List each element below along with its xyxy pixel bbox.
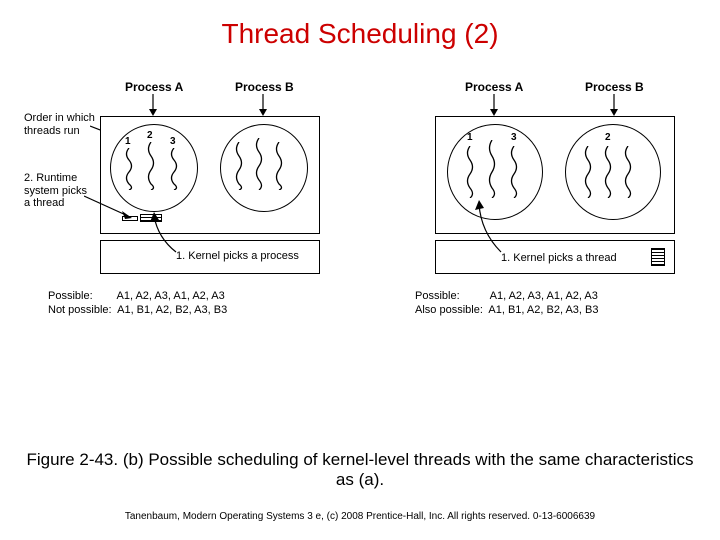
arrow-kernel-left xyxy=(150,210,184,254)
label-process-a: Process A xyxy=(125,80,183,94)
notpossible-val: A1, B1, A2, B2, A3, B3 xyxy=(117,304,227,316)
label-process-b-r: Process B xyxy=(585,80,644,94)
sq-rb1 xyxy=(583,146,593,198)
threadA-3: 3 xyxy=(170,136,176,147)
threadB2-r: 2 xyxy=(605,132,611,143)
sq-ra2 xyxy=(487,140,497,198)
kernel-pick-thread: 1. Kernel picks a thread xyxy=(501,252,617,265)
kernel-scheduler-icon xyxy=(651,248,665,266)
slide-title: Thread Scheduling (2) xyxy=(0,0,720,50)
kernel-pick-process: 1. Kernel picks a process xyxy=(176,250,299,263)
threadA3-r: 3 xyxy=(511,132,517,143)
copyright-credit: Tanenbaum, Modern Operating Systems 3 e,… xyxy=(20,511,700,522)
also-label-r: Also possible: xyxy=(415,304,483,316)
squiggle-b1 xyxy=(234,142,244,190)
notpossible-label: Not possible: xyxy=(48,304,112,316)
arrow-procA xyxy=(148,94,158,118)
possible-right: Possible: A1, A2, A3, A1, A2, A3 Also po… xyxy=(415,290,720,318)
arrow-procB-r xyxy=(609,94,619,118)
threadA1-r: 1 xyxy=(467,132,473,143)
circle-procB-r xyxy=(565,124,661,220)
sq-rb2 xyxy=(603,146,613,198)
label-process-a-r: Process A xyxy=(465,80,523,94)
threadA-2: 2 xyxy=(147,130,153,141)
sq-ra3 xyxy=(509,146,519,198)
squiggle-a2 xyxy=(146,142,156,190)
possible-left: Possible: A1, A2, A3, A1, A2, A3 Not pos… xyxy=(48,290,368,318)
possible-label: Possible: xyxy=(48,290,93,302)
label-process-b: Process B xyxy=(235,80,294,94)
squiggle-a1 xyxy=(124,148,134,190)
also-val-r: A1, B1, A2, B2, A3, B3 xyxy=(488,304,598,316)
possible-val: A1, A2, A3, A1, A2, A3 xyxy=(116,290,224,302)
arrow-procA-r xyxy=(489,94,499,118)
sq-ra1 xyxy=(465,146,475,198)
figure-caption: Figure 2-43. (b) Possible scheduling of … xyxy=(20,450,700,490)
squiggle-b3 xyxy=(274,142,284,190)
possible-val-r: A1, A2, A3, A1, A2, A3 xyxy=(490,290,598,302)
threadA-1: 1 xyxy=(125,136,131,147)
order-label: Order in which threads run xyxy=(24,112,96,137)
arrow-procB xyxy=(258,94,268,118)
arrow-runtime xyxy=(84,188,136,220)
sq-rb3 xyxy=(623,146,633,198)
squiggle-b2 xyxy=(254,138,264,190)
runtime-label: 2. Runtime system picks a thread xyxy=(24,172,92,210)
arrow-kernel-right xyxy=(475,198,509,254)
squiggle-a3 xyxy=(169,148,179,190)
figure-diagram: Order in which threads run Process A Pro… xyxy=(30,80,690,370)
possible-label-r: Possible: xyxy=(415,290,460,302)
